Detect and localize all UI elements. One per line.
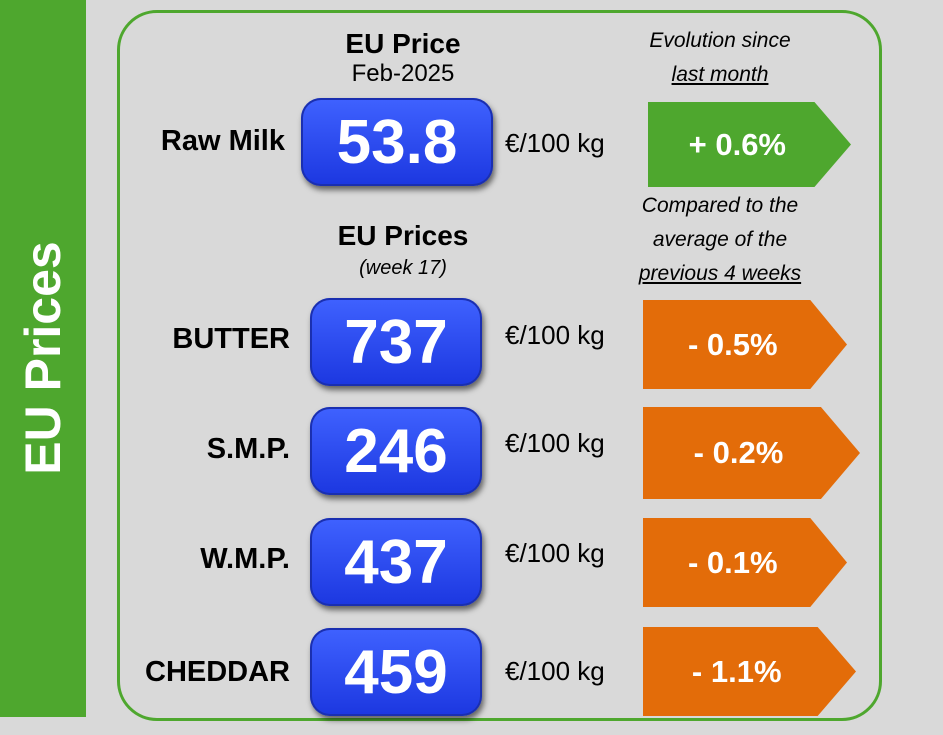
- side-banner: EU Prices: [0, 0, 86, 717]
- products-header-period: (week 17): [359, 257, 447, 279]
- product-unit-wmp: €/100 kg: [505, 538, 605, 568]
- product-price-cheddar: 459: [310, 628, 482, 716]
- raw-milk-change: + 0.6%: [688, 126, 786, 162]
- product-change-cheddar: - 1.1%: [691, 653, 782, 689]
- product-unit-butter: €/100 kg: [505, 320, 605, 350]
- product-unit-smp: €/100 kg: [505, 428, 605, 458]
- product-price-wmp: 437: [310, 518, 482, 606]
- product-unit-cheddar: €/100 kg: [505, 656, 605, 686]
- products-note-line3: previous 4 weeks: [638, 262, 802, 285]
- product-change-arrow-wmp: - 0.1%: [643, 518, 847, 607]
- raw-milk-header-period: Feb-2025: [351, 60, 455, 87]
- products-note-line2: average of the: [652, 228, 788, 251]
- product-price-smp: 246: [310, 407, 482, 495]
- raw-milk-note: Evolution since last month: [610, 24, 830, 92]
- banner-title: EU Prices: [15, 241, 71, 475]
- product-price-butter: 737: [310, 298, 482, 386]
- products-note: Compared to the average of the previous …: [610, 189, 830, 291]
- raw-milk-note-line1: Evolution since: [649, 29, 791, 52]
- raw-milk-note-line2: last month: [671, 63, 769, 86]
- product-label-smp: S.M.P.: [206, 433, 290, 465]
- product-change-arrow-cheddar: - 1.1%: [643, 627, 856, 716]
- products-header-title: EU Prices: [337, 220, 469, 251]
- products-note-line1: Compared to the: [641, 194, 799, 217]
- product-label-butter: BUTTER: [172, 323, 290, 355]
- product-change-butter: - 0.5%: [687, 326, 778, 362]
- product-change-arrow-smp: - 0.2%: [643, 407, 860, 499]
- product-label-cheddar: CHEDDAR: [145, 656, 290, 688]
- product-label-wmp: W.M.P.: [200, 543, 290, 575]
- product-change-arrow-butter: - 0.5%: [643, 300, 847, 389]
- product-change-wmp: - 0.1%: [687, 544, 778, 580]
- raw-milk-price-value: 53.8: [301, 98, 493, 186]
- raw-milk-unit: €/100 kg: [505, 128, 605, 158]
- raw-milk-header-title: EU Price: [345, 28, 461, 59]
- raw-milk-change-arrow: + 0.6%: [648, 102, 851, 187]
- raw-milk-label: Raw Milk: [160, 125, 285, 157]
- product-change-smp: - 0.2%: [693, 435, 784, 470]
